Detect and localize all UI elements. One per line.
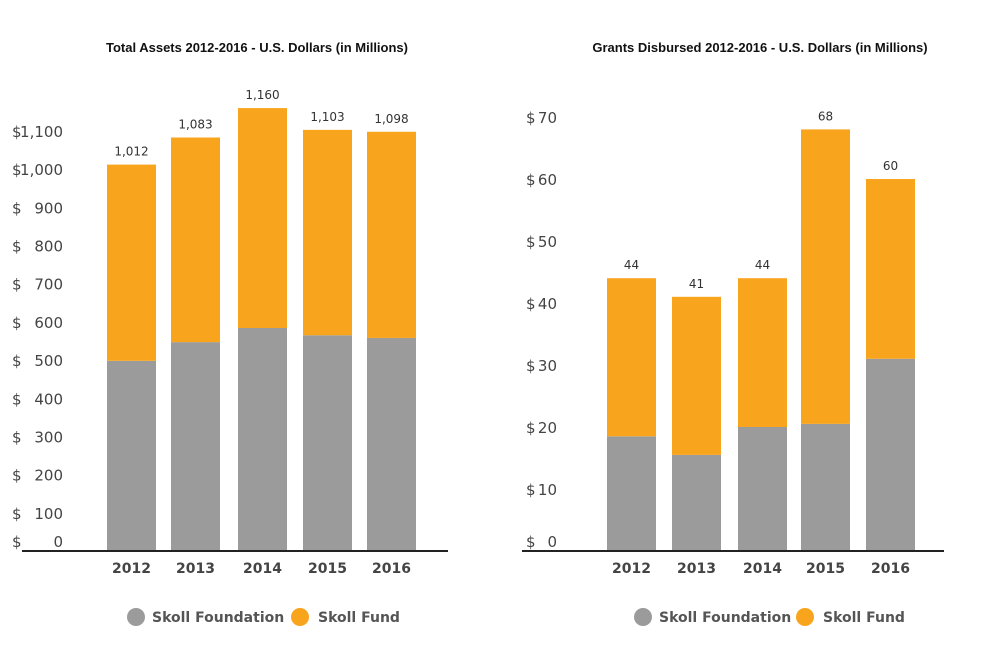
y-tick-label: 400 [34, 390, 63, 408]
y-tick-currency: $ [12, 161, 22, 179]
chart-title: Grants Disbursed 2012-2016 - U.S. Dollar… [592, 40, 927, 55]
legend-label: Skoll Foundation [659, 610, 791, 626]
bar-skoll-fund-2015 [801, 129, 850, 424]
data-label-total: 1,160 [245, 88, 279, 102]
y-tick-currency: $ [12, 390, 22, 408]
x-tick-label: 2015 [806, 561, 845, 577]
y-tick-label: 60 [538, 171, 557, 189]
legend-label: Skoll Foundation [152, 610, 284, 626]
y-tick-currency: $ [526, 295, 536, 313]
bar-skoll-foundation-2013 [672, 454, 721, 551]
y-tick-currency: $ [12, 505, 22, 523]
bar-skoll-fund-2013 [171, 137, 220, 343]
bar-skoll-foundation-2016 [367, 337, 416, 551]
y-tick-currency: $ [526, 357, 536, 375]
bar-skoll-fund-2015 [303, 129, 352, 336]
bar-skoll-foundation-2015 [303, 335, 352, 551]
bar-skoll-fund-2014 [738, 278, 787, 427]
y-tick-currency: $ [12, 314, 22, 332]
y-tick-currency: $ [526, 419, 536, 437]
y-tick-currency: $ [12, 428, 22, 446]
y-tick-currency: $ [12, 533, 22, 551]
bar-skoll-foundation-2012 [607, 436, 656, 551]
bar-skoll-fund-2016 [866, 179, 915, 359]
y-tick-currency: $ [526, 171, 536, 189]
legend-swatch [291, 608, 309, 626]
y-tick-label: 100 [34, 505, 63, 523]
chart-title: Total Assets 2012-2016 - U.S. Dollars (i… [106, 40, 408, 55]
data-label-total: 68 [818, 109, 833, 123]
x-tick-label: 2012 [112, 561, 151, 577]
y-tick-currency: $ [526, 481, 536, 499]
bar-skoll-fund-2012 [607, 278, 656, 437]
bar-skoll-foundation-2012 [107, 360, 156, 551]
y-tick-label: 30 [538, 357, 557, 375]
x-tick-label: 2013 [677, 561, 716, 577]
legend-swatch [127, 608, 145, 626]
y-tick-label: 20 [538, 419, 557, 437]
x-tick-label: 2014 [243, 561, 282, 577]
x-tick-label: 2016 [871, 561, 910, 577]
y-tick-currency: $ [12, 276, 22, 294]
y-tick-currency: $ [12, 199, 22, 217]
x-tick-label: 2013 [176, 561, 215, 577]
legend-swatch [796, 608, 814, 626]
bar-skoll-fund-2014 [238, 108, 287, 329]
y-tick-currency: $ [12, 467, 22, 485]
data-label-total: 1,103 [310, 110, 344, 124]
x-tick-label: 2015 [308, 561, 347, 577]
x-tick-label: 2012 [612, 561, 651, 577]
y-tick-label: 600 [34, 314, 63, 332]
y-tick-currency: $ [12, 238, 22, 256]
bar-skoll-fund-2013 [672, 296, 721, 455]
x-tick-label: 2014 [743, 561, 782, 577]
bar-skoll-foundation-2015 [801, 423, 850, 551]
y-tick-label: 700 [34, 276, 63, 294]
bar-skoll-foundation-2013 [171, 342, 220, 551]
data-label-total: 1,098 [374, 112, 408, 126]
data-label-total: 41 [689, 277, 704, 291]
bar-skoll-fund-2012 [107, 164, 156, 361]
y-tick-currency: $ [526, 109, 536, 127]
y-tick-label: 500 [34, 352, 63, 370]
y-tick-currency: $ [526, 533, 536, 551]
y-tick-label: 900 [34, 199, 63, 217]
bar-skoll-fund-2016 [367, 131, 416, 338]
y-tick-label: 0 [547, 533, 557, 551]
bar-skoll-foundation-2014 [238, 328, 287, 551]
chart-1: Total Assets 2012-2016 - U.S. Dollars (i… [12, 40, 448, 626]
y-tick-label: 1,000 [20, 161, 63, 179]
data-label-total: 1,012 [114, 145, 148, 159]
y-tick-label: 40 [538, 295, 557, 313]
legend-swatch [634, 608, 652, 626]
legend-label: Skoll Fund [318, 610, 400, 626]
y-tick-label: 800 [34, 238, 63, 256]
data-label-total: 44 [624, 258, 639, 272]
y-tick-currency: $ [12, 123, 22, 141]
legend-label: Skoll Fund [823, 610, 905, 626]
data-label-total: 60 [883, 159, 898, 173]
y-tick-label: 70 [538, 109, 557, 127]
y-tick-label: 0 [53, 533, 63, 551]
y-tick-currency: $ [526, 233, 536, 251]
y-tick-label: 1,100 [20, 123, 63, 141]
y-tick-label: 10 [538, 481, 557, 499]
data-label-total: 44 [755, 258, 770, 272]
chart-2: Grants Disbursed 2012-2016 - U.S. Dollar… [522, 40, 944, 626]
bar-skoll-foundation-2014 [738, 427, 787, 551]
y-tick-label: 200 [34, 467, 63, 485]
y-tick-label: 300 [34, 428, 63, 446]
data-label-total: 1,083 [178, 117, 212, 131]
y-tick-label: 50 [538, 233, 557, 251]
y-tick-currency: $ [12, 352, 22, 370]
x-tick-label: 2016 [372, 561, 411, 577]
bar-skoll-foundation-2016 [866, 358, 915, 551]
